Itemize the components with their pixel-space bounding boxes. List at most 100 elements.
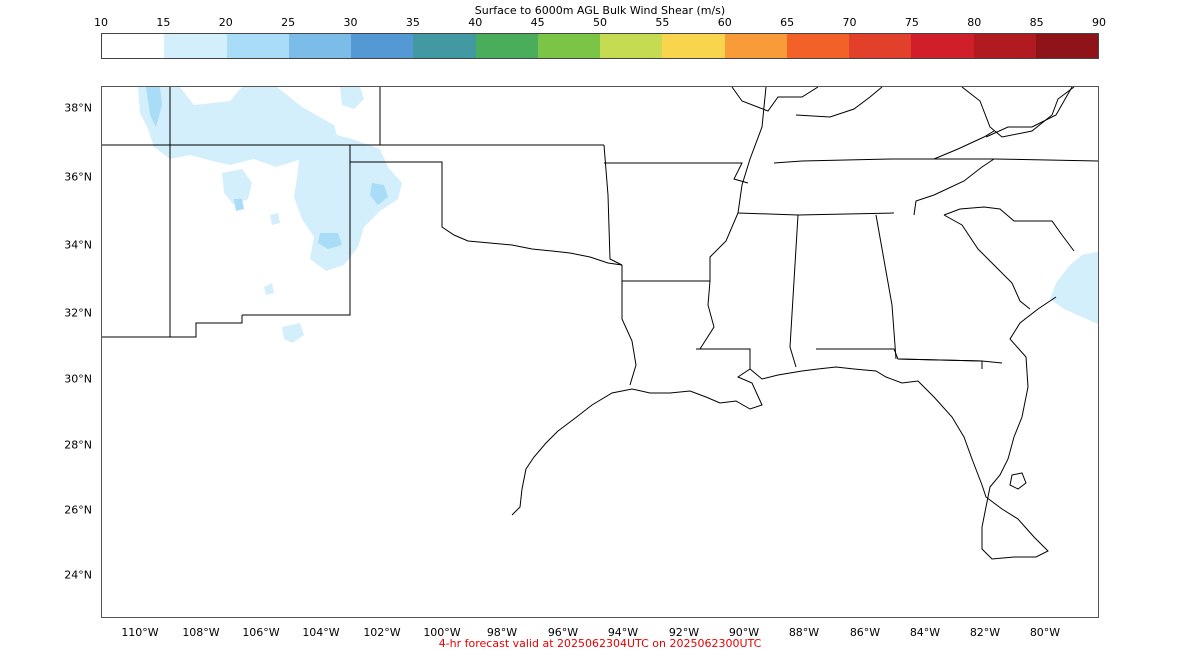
border-tn-ky — [773, 158, 1098, 164]
lon-label-88: 88°W — [788, 626, 820, 639]
lon-label-98: 98°W — [486, 626, 518, 639]
map-svg — [102, 87, 1098, 560]
colorbar-tick-20: 20 — [218, 16, 233, 29]
border-mississippi-river — [699, 87, 767, 369]
shear-area-tx-west — [282, 323, 304, 343]
lon-label-108: 108°W — [182, 626, 220, 639]
shear-dark-spot-3 — [318, 233, 342, 249]
colorbar-tick-45: 45 — [530, 16, 545, 29]
colorbar-tick-15: 15 — [156, 16, 171, 29]
border-ky-va — [933, 130, 995, 160]
colorbar-tick-40: 40 — [468, 16, 483, 29]
lon-label-84: 84°W — [909, 626, 941, 639]
colorbar-segment-2 — [226, 34, 289, 58]
lon-label-82: 82°W — [969, 626, 1001, 639]
border-ok-panhandle — [349, 145, 623, 266]
lon-label-94: 94°W — [607, 626, 639, 639]
lon-label-86: 86°W — [849, 626, 881, 639]
border-ga-sc — [943, 214, 1031, 310]
colorbar-segment-13 — [911, 34, 974, 58]
border-va-wv — [985, 87, 1073, 138]
colorbar-segment-9 — [662, 34, 725, 58]
colorbar-tick-60: 60 — [717, 16, 732, 29]
shear-area-nm-mid — [222, 169, 252, 205]
border-nc-sc — [943, 206, 1075, 252]
border-tx-la — [621, 265, 637, 386]
border-il-ky — [961, 87, 1075, 138]
colorbar-segment-4 — [351, 34, 414, 58]
lat-label-24: 24°N — [64, 568, 92, 582]
colorbar-segment-0 — [102, 34, 165, 58]
border-ms-al — [789, 214, 799, 368]
colorbar-tick-85: 85 — [1029, 16, 1044, 29]
border-ar-mo — [604, 162, 749, 184]
colorbar-segment-8 — [600, 34, 663, 58]
colorbar-tick-80: 80 — [967, 16, 982, 29]
border-al-ga — [875, 214, 897, 360]
shear-dark-spot-1 — [146, 87, 162, 127]
border-tn-nc — [913, 158, 995, 216]
shear-dark-spot-2 — [370, 183, 388, 205]
border-ok-ar — [603, 144, 623, 266]
colorbar-segment-7 — [537, 34, 600, 58]
border-ky-ohio-river — [731, 87, 819, 112]
colorbar-tick-10: 10 — [94, 16, 108, 29]
shear-dark-layer — [146, 87, 388, 249]
colorbar-tick-25: 25 — [281, 16, 296, 29]
state-borders-layer — [102, 87, 1098, 386]
shear-area-ga-coast — [1050, 251, 1098, 325]
lat-label-32: 32°N — [64, 306, 92, 320]
border-nm-mex — [102, 315, 243, 338]
shear-area-nm-sw — [264, 283, 274, 295]
colorbar-segment-14 — [973, 34, 1036, 58]
lat-label-28: 28°N — [64, 438, 92, 452]
colorbar-segment-10 — [724, 34, 787, 58]
colorbar-segment-3 — [288, 34, 351, 58]
lon-label-102: 102°W — [363, 626, 401, 639]
colorbar-segment-6 — [475, 34, 538, 58]
colorbar-title: Surface to 6000m AGL Bulk Wind Shear (m/… — [474, 4, 726, 17]
colorbar-segment-11 — [786, 34, 849, 58]
shear-area-nm-co — [138, 87, 338, 167]
lon-label-80: 80°W — [1029, 626, 1061, 639]
shear-area-co-east — [340, 87, 364, 109]
lon-label-110: 110°W — [121, 626, 159, 639]
lat-label-38: 38°N — [64, 101, 92, 115]
colorbar-tick-90: 90 — [1092, 16, 1106, 29]
colorbar-tick-55: 55 — [655, 16, 670, 29]
lon-label-106: 106°W — [242, 626, 280, 639]
colorbar-segment-5 — [413, 34, 476, 58]
border-ms-tn — [737, 212, 895, 216]
colorbar-tick-75: 75 — [904, 16, 919, 29]
lon-label-90: 90°W — [728, 626, 760, 639]
lat-label-36: 36°N — [64, 170, 92, 184]
forecast-valid-footer: 4-hr forecast valid at 2025062304UTC on … — [438, 637, 762, 650]
colorbar-segment-12 — [849, 34, 912, 58]
colorbar-tick-50: 50 — [593, 16, 607, 29]
colorbar-tick-35: 35 — [405, 16, 420, 29]
lon-label-104: 104°W — [302, 626, 340, 639]
shear-dark-spot-4 — [234, 199, 244, 211]
shear-fill-layer — [138, 87, 1098, 343]
lake-okeechobee — [1009, 472, 1027, 490]
colorbar-segment-1 — [164, 34, 227, 58]
colorbar-segment-15 — [1035, 34, 1098, 58]
colorbar-tick-65: 65 — [780, 16, 795, 29]
lat-label-34: 34°N — [64, 238, 92, 252]
shear-area-panhandle — [294, 131, 402, 271]
lon-label-96: 96°W — [547, 626, 579, 639]
coastline — [511, 296, 1057, 560]
border-ky-east — [795, 87, 883, 118]
lon-label-92: 92°W — [668, 626, 700, 639]
lat-label-26: 26°N — [64, 503, 92, 517]
colorbar-tick-70: 70 — [842, 16, 857, 29]
shear-area-nm-south — [270, 213, 280, 225]
lat-label-30: 30°N — [64, 372, 92, 386]
lon-label-100: 100°W — [423, 626, 461, 639]
coastline-layer — [511, 296, 1057, 560]
border-nm-tx — [242, 145, 351, 316]
colorbar-ticks: 10 15 20 25 30 35 40 45 50 55 60 65 70 75 80 85 90 — [94, 16, 1106, 30]
map-frame[interactable] — [101, 86, 1099, 618]
colorbar — [101, 33, 1099, 59]
border-ga-fl — [897, 358, 1003, 364]
